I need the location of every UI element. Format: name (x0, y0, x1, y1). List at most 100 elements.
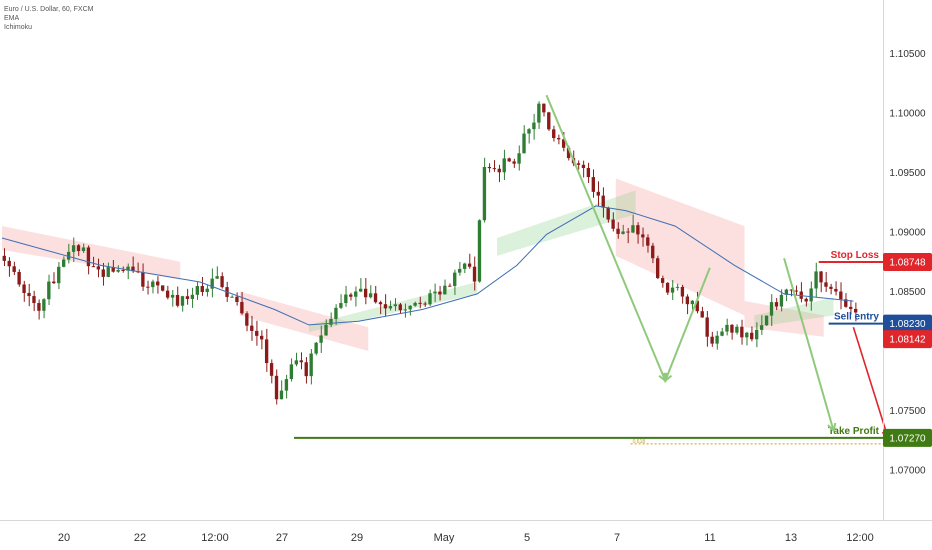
candle-body (339, 303, 343, 308)
price-axis[interactable]: 1.10500 1.10000 1.09500 1.09000 1.08500 1.075… (889, 49, 926, 476)
symbol-line: Euro / U.S. Dollar, 60, FXCM (4, 6, 94, 13)
candle-body (185, 296, 190, 299)
candle-body (690, 300, 694, 305)
fib-label: 0.618 (633, 439, 646, 445)
candle-body (557, 138, 561, 140)
candle-body (651, 245, 655, 259)
candle-body (849, 306, 853, 309)
candle-body (774, 302, 779, 307)
projection-arrows (545, 94, 891, 440)
candle-body (131, 266, 135, 272)
candle-body (220, 276, 224, 288)
candle-body (235, 296, 239, 303)
candle-body (740, 326, 744, 338)
candle-body (576, 163, 581, 165)
price-badges: 1.08748 1.08230 1.08142 1.07270 (883, 253, 932, 447)
cloud-red-segment (2, 226, 181, 280)
candle-body (195, 286, 199, 295)
candle-body (373, 293, 378, 303)
x-tick-label: 29 (351, 532, 363, 544)
candle-body (769, 302, 774, 316)
candle-body (675, 286, 680, 288)
candle-body (779, 294, 784, 307)
candle-body (601, 195, 605, 208)
candle-body (834, 288, 838, 292)
candle-body (502, 158, 506, 173)
candle-body (685, 296, 690, 305)
price-badge-text: 1.08142 (889, 335, 926, 346)
candle-body (581, 164, 586, 169)
time-axis[interactable]: 20 22 12:00 27 29 May 5 7 11 13 12:00 (58, 532, 874, 544)
y-tick-label: 1.09000 (889, 228, 926, 239)
arrow-shaft (664, 267, 711, 382)
price-badge (883, 253, 932, 272)
candle-body (656, 258, 660, 279)
candle-body (161, 285, 165, 291)
candle-body (299, 360, 303, 363)
candle-body (492, 168, 496, 170)
candle-body (517, 153, 521, 164)
candle-body (269, 363, 274, 376)
candle-body (631, 225, 635, 233)
y-tick-label: 1.10500 (889, 49, 926, 60)
arrow-shaft (545, 94, 667, 382)
candle-body (665, 282, 670, 293)
candle-body (71, 245, 76, 252)
candle-body (383, 304, 388, 309)
candle-body (205, 288, 209, 293)
candle-body (319, 335, 323, 343)
candle-body (428, 293, 432, 305)
candle-body (606, 207, 610, 220)
candle-body (448, 285, 452, 287)
candle-body (294, 360, 298, 365)
candle-body (839, 291, 843, 300)
candle-body (81, 247, 86, 252)
candle-body (487, 166, 492, 169)
trade-levels: Stop Loss Sell entry Take Profit 0.618 (294, 250, 883, 445)
candle-body (759, 325, 764, 330)
candle-body (334, 307, 338, 319)
candle-body (720, 331, 724, 336)
candle-body (27, 292, 31, 297)
arrow-shaft (852, 326, 889, 439)
candle-body (646, 237, 650, 246)
cloud-red-segment (615, 178, 745, 316)
price-badge (883, 330, 932, 349)
candle-body (245, 313, 249, 326)
candle-body (250, 325, 254, 331)
candle-body (116, 269, 120, 272)
candle-body (799, 291, 803, 299)
price-badge-text: 1.08230 (889, 319, 926, 330)
price-badge (883, 314, 932, 333)
candle-body (705, 317, 709, 337)
candle-body (527, 129, 531, 134)
candle-body (814, 271, 818, 289)
candle-body (363, 288, 368, 298)
candle-body (670, 287, 675, 293)
x-tick-label: 7 (614, 532, 620, 544)
price-badge (883, 428, 932, 447)
candle-body (477, 220, 482, 282)
ichimoku-indicator-label[interactable]: Ichimoku (4, 24, 33, 31)
candle-body (349, 294, 353, 297)
candle-body (62, 259, 66, 267)
candle-body (289, 364, 294, 380)
candle-body (255, 330, 259, 336)
cloud-red-segment (239, 291, 369, 352)
candle-body (2, 255, 6, 261)
candle-body (304, 362, 308, 377)
candle-body (284, 379, 289, 391)
candle-body (12, 266, 16, 272)
cloud-green-segment (308, 282, 478, 332)
candle-body (829, 286, 833, 289)
candle-body (368, 293, 373, 298)
candle-body (47, 281, 51, 300)
candle-body (354, 291, 358, 297)
candle-body (111, 267, 115, 272)
candle-body (17, 271, 21, 285)
ema-indicator-label[interactable]: EMA (4, 15, 20, 22)
candle-body (522, 133, 526, 154)
candle-body (344, 294, 348, 304)
y-tick-label: 1.07000 (889, 466, 926, 477)
